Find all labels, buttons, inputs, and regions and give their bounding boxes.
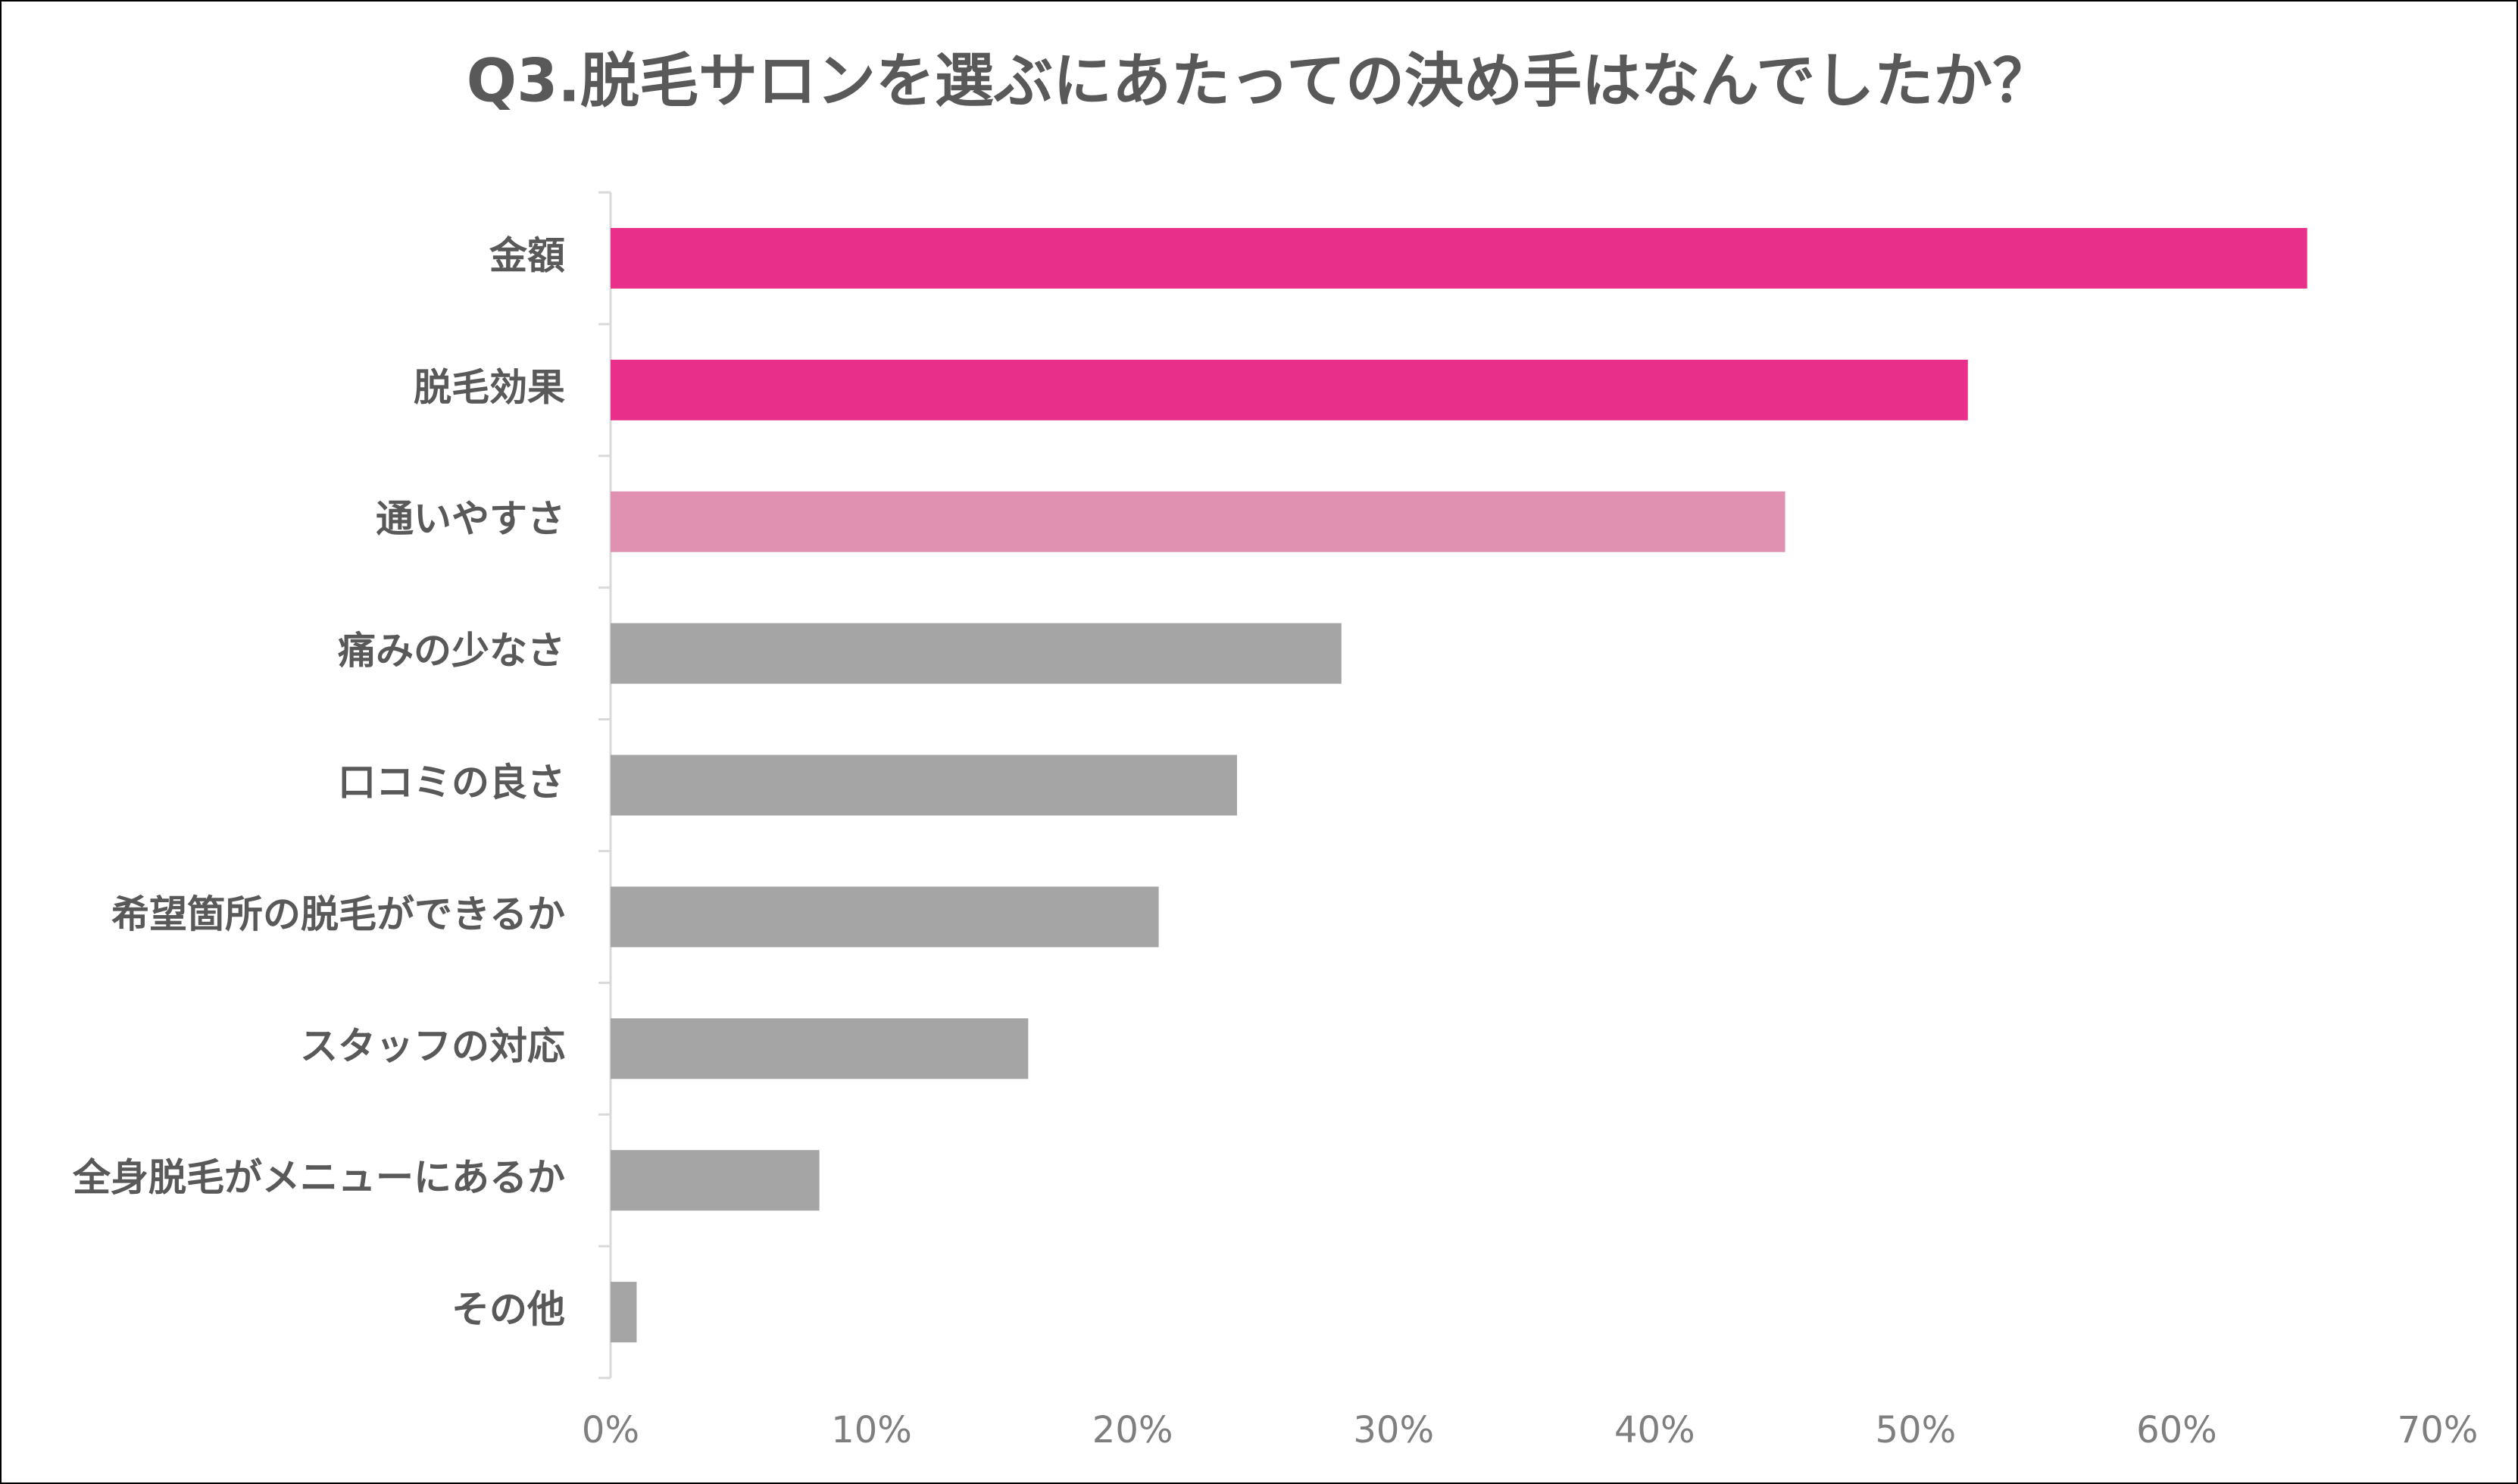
x-tick-label: 20% xyxy=(1092,1409,1173,1451)
y-tick-label: 全身脱毛がメニューにあるか xyxy=(72,1156,565,1200)
bar xyxy=(611,754,1237,816)
x-tick-label: 70% xyxy=(2398,1409,2479,1451)
y-tick-label: 口コミの良さ xyxy=(338,761,565,804)
y-tick-label: 通いやすさ xyxy=(376,497,565,541)
bar xyxy=(611,1282,637,1343)
x-tick-label: 50% xyxy=(1876,1409,1957,1451)
y-tick-label: その他 xyxy=(451,1288,565,1332)
bar xyxy=(611,623,1342,684)
y-tick-label: 脱毛効果 xyxy=(414,365,565,409)
y-tick-label: スタッフの対応 xyxy=(300,1024,565,1068)
x-tick-label: 40% xyxy=(1614,1409,1695,1451)
bar xyxy=(611,227,2307,289)
y-tick-label: 希望箇所の脱毛ができるか xyxy=(111,892,565,936)
y-tick-label: 金額 xyxy=(489,233,565,277)
x-tick-label: 60% xyxy=(2136,1409,2217,1451)
x-tick-label: 10% xyxy=(831,1409,912,1451)
x-tick-label: 30% xyxy=(1353,1409,1434,1451)
y-tick-label: 痛みの少なさ xyxy=(338,629,565,673)
x-tick-label: 0% xyxy=(582,1409,639,1451)
bar xyxy=(611,359,1968,420)
bar xyxy=(611,1150,820,1211)
bar xyxy=(611,491,1785,552)
chart-title: Q3.脱毛サロンを選ぶにあたっての決め手はなんでしたか？ xyxy=(467,47,2051,115)
bar xyxy=(611,1018,1029,1079)
bar xyxy=(611,886,1159,948)
